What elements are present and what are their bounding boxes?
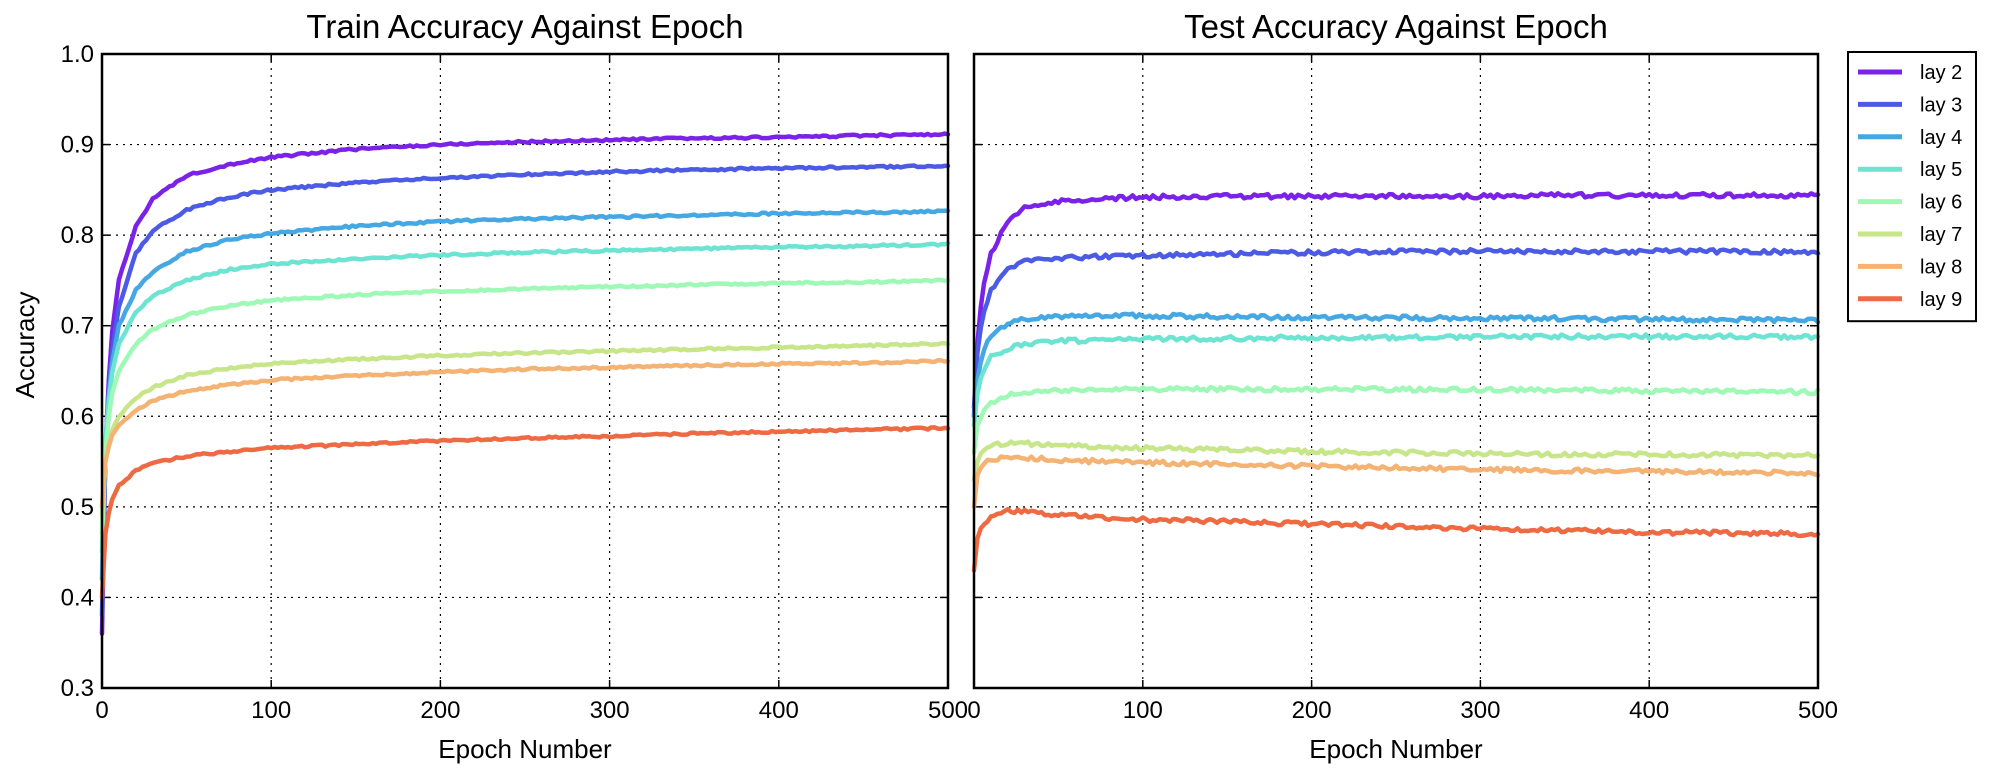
legend: lay 2 lay 3 lay 4 lay 5 lay 6 lay 7 lay 8 lay 9 — [1847, 51, 1977, 323]
legend-entry-label: lay 9 — [1920, 289, 1962, 311]
train-series-lay-7 — [99, 340, 951, 519]
train-chart-title: Train Accuracy Against Epoch — [306, 8, 743, 45]
train-y-tick-label: 0.6 — [61, 403, 94, 430]
test-plot-frame — [972, 52, 1820, 690]
train-x-tick-label: 0 — [95, 697, 108, 724]
test-series-lay-8 — [971, 454, 1821, 510]
legend-entry-label: lay 4 — [1920, 127, 1962, 149]
test-series-lay-2 — [971, 190, 1821, 419]
test-series-lay-9 — [971, 506, 1821, 573]
train-y-tick-label: 0.4 — [61, 584, 94, 611]
train-x-axis-label: Epoch Number — [438, 734, 612, 764]
legend-entry-label: lay 5 — [1920, 159, 1962, 181]
train-x-tick-label: 100 — [251, 697, 291, 724]
train-y-tick-label: 0.9 — [61, 132, 94, 159]
test-x-tick-label: 300 — [1460, 697, 1500, 724]
train-y-tick-label: 1.0 — [61, 41, 94, 68]
train-series-lay-8 — [99, 358, 951, 510]
legend-entry-label: lay 2 — [1920, 62, 1962, 84]
legend-entry-label: lay 6 — [1920, 192, 1962, 214]
test-x-tick-label: 0 — [967, 697, 980, 724]
test-x-tick-label: 500 — [1798, 697, 1838, 724]
train-x-tick-label: 300 — [590, 697, 630, 724]
train-series-lay-9 — [99, 425, 951, 600]
legend-entry-label: lay 8 — [1920, 256, 1962, 278]
legend-entry-label: lay 7 — [1920, 224, 1962, 246]
train-accuracy-plot: Train Accuracy Against Epoch Epoch Numbe… — [61, 8, 968, 764]
test-series-lay-4 — [971, 311, 1821, 419]
test-accuracy-plot: Test Accuracy Against Epoch Epoch Number… — [967, 8, 1838, 764]
train-series-lay-5 — [99, 241, 951, 555]
y-axis-label: Accuracy — [10, 292, 40, 399]
legend-entry-label: lay 3 — [1920, 94, 1962, 116]
train-plot-frame — [100, 52, 950, 690]
test-x-tick-label: 200 — [1292, 697, 1332, 724]
test-series-lay-7 — [971, 439, 1821, 482]
train-y-tick-label: 0.3 — [61, 675, 94, 702]
test-chart-title: Test Accuracy Against Epoch — [1184, 8, 1608, 45]
train-series-lay-3 — [99, 163, 951, 618]
train-x-tick-label: 500 — [928, 697, 968, 724]
legend-box — [1847, 51, 1977, 323]
train-series-lay-4 — [99, 208, 951, 582]
test-series-lay-5 — [971, 332, 1821, 428]
train-y-tick-label: 0.8 — [61, 222, 94, 249]
train-y-tick-label: 0.5 — [61, 494, 94, 521]
train-y-tick-label: 0.7 — [61, 313, 94, 340]
test-x-axis-label: Epoch Number — [1309, 734, 1483, 764]
train-series-lay-2 — [99, 131, 951, 636]
test-x-tick-label: 400 — [1629, 697, 1669, 724]
test-series-lay-3 — [971, 247, 1821, 410]
train-x-tick-label: 200 — [420, 697, 460, 724]
test-x-tick-label: 100 — [1123, 697, 1163, 724]
train-x-tick-label: 400 — [759, 697, 799, 724]
test-series-lay-6 — [971, 384, 1821, 455]
train-series-lay-6 — [99, 277, 951, 537]
